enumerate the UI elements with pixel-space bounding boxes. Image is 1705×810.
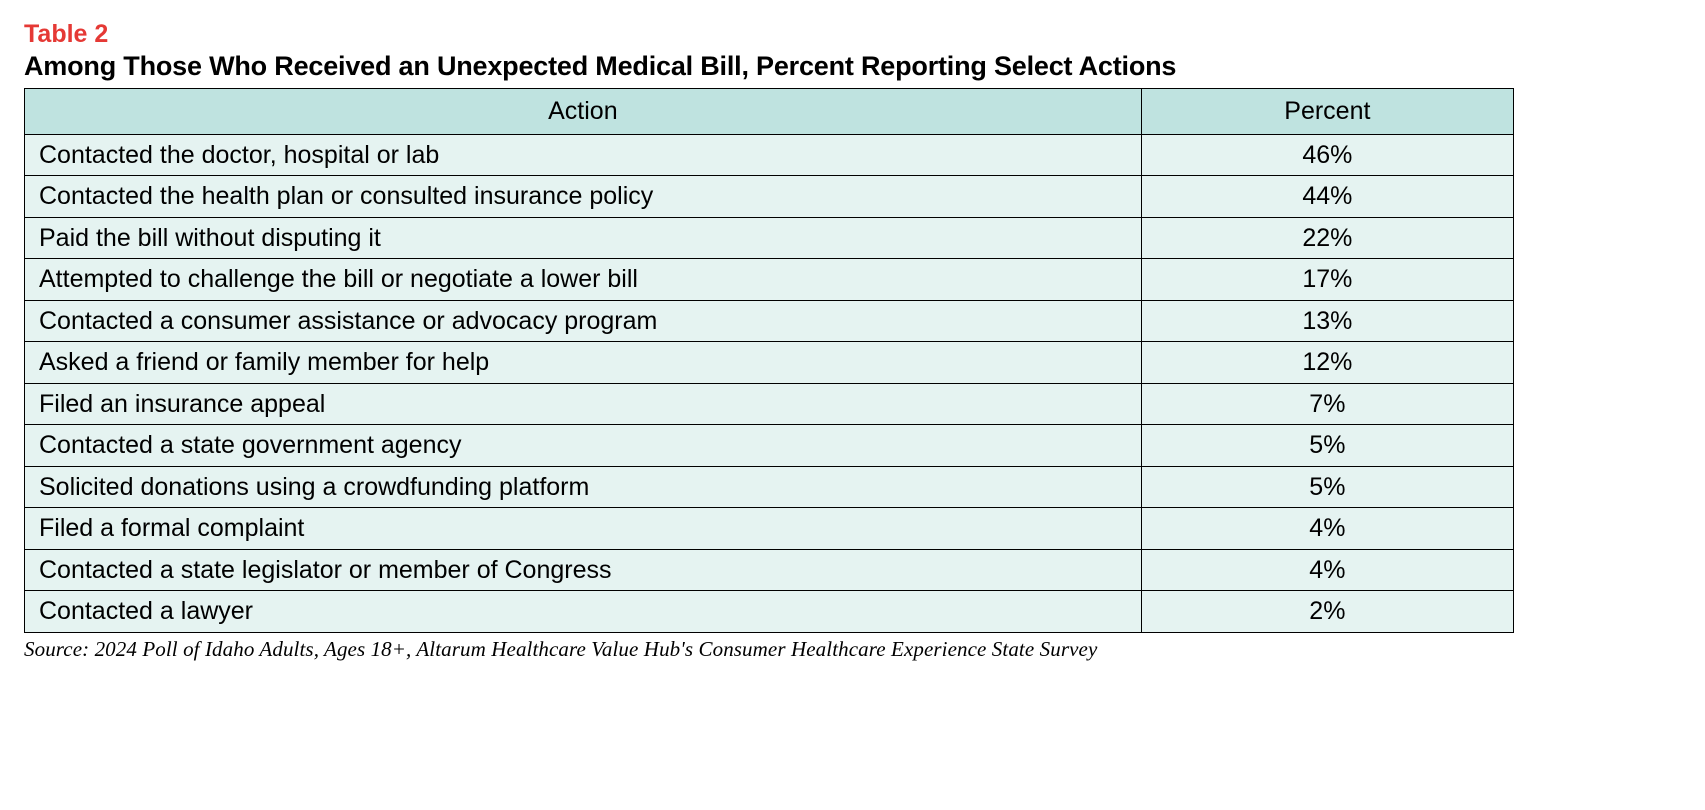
cell-action: Contacted a lawyer	[25, 591, 1142, 633]
cell-action: Contacted a state government agency	[25, 425, 1142, 467]
column-header-action: Action	[25, 89, 1142, 135]
cell-percent: 2%	[1141, 591, 1513, 633]
cell-action: Solicited donations using a crowdfunding…	[25, 466, 1142, 508]
table-label: Table 2	[24, 20, 1681, 49]
cell-percent: 44%	[1141, 176, 1513, 218]
table-row: Contacted the health plan or consulted i…	[25, 176, 1514, 218]
table-row: Paid the bill without disputing it 22%	[25, 217, 1514, 259]
cell-action: Attempted to challenge the bill or negot…	[25, 259, 1142, 301]
cell-percent: 5%	[1141, 466, 1513, 508]
table-row: Filed a formal complaint 4%	[25, 508, 1514, 550]
column-header-percent: Percent	[1141, 89, 1513, 135]
table-row: Contacted a state government agency 5%	[25, 425, 1514, 467]
cell-percent: 7%	[1141, 383, 1513, 425]
table-row: Contacted a consumer assistance or advoc…	[25, 300, 1514, 342]
cell-action: Contacted a state legislator or member o…	[25, 549, 1142, 591]
table-row: Contacted a state legislator or member o…	[25, 549, 1514, 591]
data-table: Action Percent Contacted the doctor, hos…	[24, 88, 1514, 633]
cell-action: Contacted the doctor, hospital or lab	[25, 134, 1142, 176]
source-note: Source: 2024 Poll of Idaho Adults, Ages …	[24, 637, 1681, 662]
cell-action: Paid the bill without disputing it	[25, 217, 1142, 259]
cell-percent: 4%	[1141, 549, 1513, 591]
cell-percent: 17%	[1141, 259, 1513, 301]
table-body: Contacted the doctor, hospital or lab 46…	[25, 134, 1514, 632]
cell-percent: 46%	[1141, 134, 1513, 176]
table-row: Attempted to challenge the bill or negot…	[25, 259, 1514, 301]
table-row: Contacted a lawyer 2%	[25, 591, 1514, 633]
cell-action: Asked a friend or family member for help	[25, 342, 1142, 384]
cell-action: Filed an insurance appeal	[25, 383, 1142, 425]
table-header-row: Action Percent	[25, 89, 1514, 135]
cell-action: Filed a formal complaint	[25, 508, 1142, 550]
table-row: Asked a friend or family member for help…	[25, 342, 1514, 384]
cell-percent: 12%	[1141, 342, 1513, 384]
table-row: Filed an insurance appeal 7%	[25, 383, 1514, 425]
cell-action: Contacted a consumer assistance or advoc…	[25, 300, 1142, 342]
cell-percent: 22%	[1141, 217, 1513, 259]
table-row: Contacted the doctor, hospital or lab 46…	[25, 134, 1514, 176]
cell-percent: 5%	[1141, 425, 1513, 467]
cell-percent: 4%	[1141, 508, 1513, 550]
cell-percent: 13%	[1141, 300, 1513, 342]
table-title: Among Those Who Received an Unexpected M…	[24, 51, 1681, 82]
table-row: Solicited donations using a crowdfunding…	[25, 466, 1514, 508]
cell-action: Contacted the health plan or consulted i…	[25, 176, 1142, 218]
